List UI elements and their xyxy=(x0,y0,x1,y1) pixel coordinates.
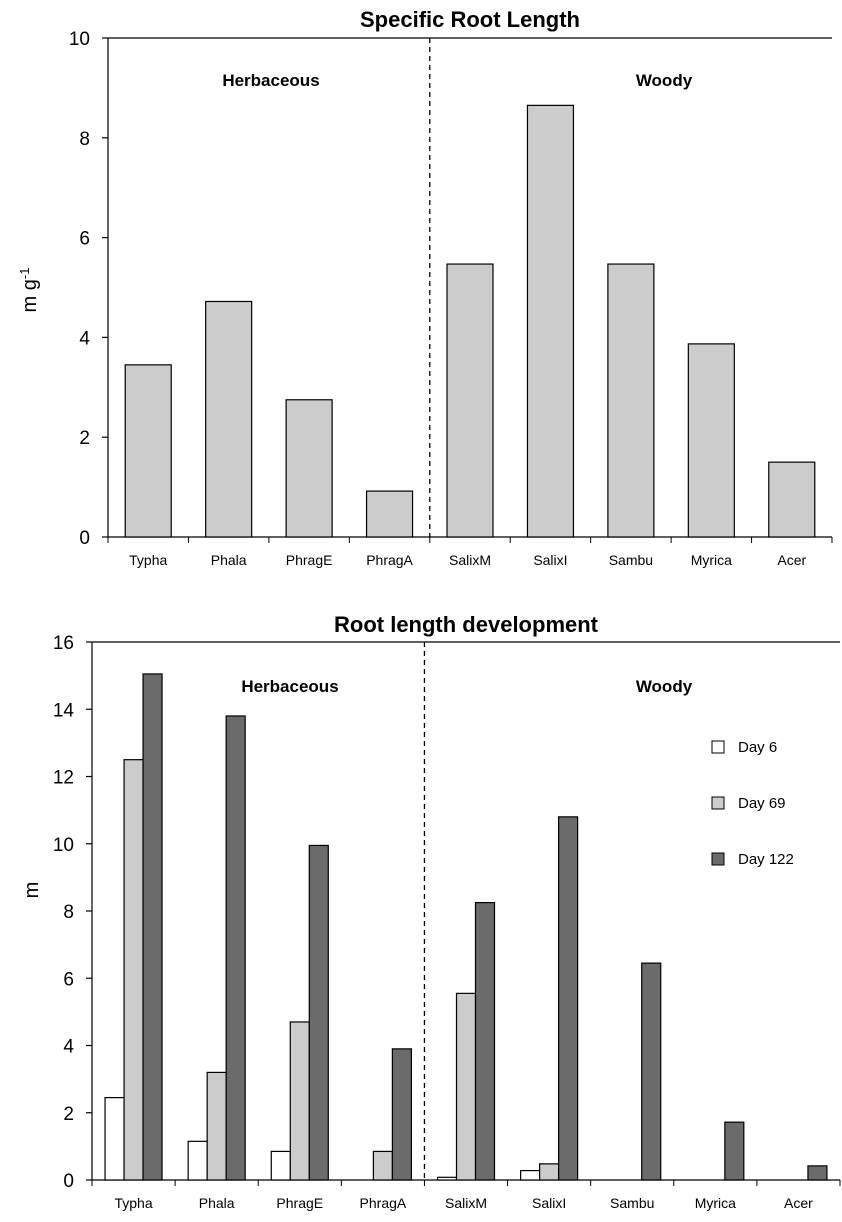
x-category-label: Sambu xyxy=(610,1195,654,1211)
bar xyxy=(206,1071,227,1181)
bar xyxy=(474,901,496,1181)
bar xyxy=(285,399,333,538)
bar xyxy=(391,1048,412,1181)
x-category-label: SalixI xyxy=(533,552,567,568)
y-tick-label: 12 xyxy=(53,768,74,789)
bar xyxy=(539,1163,560,1181)
bar xyxy=(520,1169,541,1181)
bar xyxy=(724,1121,745,1181)
x-category-label: PhragA xyxy=(366,552,413,568)
group-label: Herbaceous xyxy=(241,677,338,696)
group-label: Woody xyxy=(636,677,693,696)
bar xyxy=(187,1140,208,1181)
x-category-label: SalixM xyxy=(445,1195,487,1211)
x-category-label: Typha xyxy=(129,552,167,568)
legend-swatch xyxy=(711,740,725,754)
bar xyxy=(641,962,662,1181)
bar xyxy=(607,263,655,538)
x-category-label: PhragA xyxy=(360,1195,407,1211)
bar xyxy=(526,104,575,538)
y-tick-label: 0 xyxy=(79,528,90,549)
bar xyxy=(455,992,477,1181)
x-category-label: Acer xyxy=(784,1195,813,1211)
y-tick-label: 2 xyxy=(63,1104,74,1125)
y-tick-label: 16 xyxy=(53,633,74,654)
x-category-label: Phala xyxy=(199,1195,235,1211)
y-tick-label: 4 xyxy=(79,328,90,349)
x-category-label: Myrica xyxy=(691,552,732,568)
bar xyxy=(124,364,172,538)
x-category-label: PhragE xyxy=(276,1195,323,1211)
bar xyxy=(104,1097,125,1181)
y-axis-label: m g-1 xyxy=(17,268,42,313)
group-label: Woody xyxy=(636,71,693,90)
bar xyxy=(807,1165,828,1181)
y-tick-label: 14 xyxy=(53,700,75,721)
y-axis-label-superscript: -1 xyxy=(17,268,32,280)
legend-entry: Day 6 xyxy=(738,739,777,756)
x-category-label: Acer xyxy=(777,552,806,568)
x-category-label: PhragE xyxy=(286,552,333,568)
bar xyxy=(225,715,246,1181)
bar xyxy=(289,1021,310,1181)
bar xyxy=(142,673,163,1181)
chart-title: Specific Root Length xyxy=(360,7,580,32)
y-tick-label: 6 xyxy=(63,969,74,990)
x-category-label: Sambu xyxy=(609,552,653,568)
y-tick-label: 10 xyxy=(53,835,74,856)
bar xyxy=(372,1150,393,1181)
bar xyxy=(768,461,816,538)
bar xyxy=(558,816,579,1181)
legend-entry: Day 69 xyxy=(738,795,786,812)
bar xyxy=(123,759,144,1181)
chart-title: Root length development xyxy=(334,612,599,637)
bar xyxy=(446,263,494,538)
y-tick-label: 0 xyxy=(63,1171,74,1192)
y-tick-label: 6 xyxy=(79,229,90,250)
x-category-label: Phala xyxy=(211,552,247,568)
group-label: Herbaceous xyxy=(222,71,319,90)
y-axis-label: m xyxy=(21,882,43,899)
bar xyxy=(308,844,329,1181)
bar xyxy=(687,343,735,538)
x-category-label: SalixM xyxy=(449,552,491,568)
bar xyxy=(270,1150,291,1181)
y-tick-label: 10 xyxy=(69,29,90,50)
y-tick-label: 2 xyxy=(79,428,90,449)
bar xyxy=(205,300,253,538)
y-tick-label: 4 xyxy=(63,1037,74,1058)
x-category-label: Myrica xyxy=(695,1195,736,1211)
legend-swatch xyxy=(711,796,725,810)
legend-entry: Day 122 xyxy=(738,851,794,868)
x-category-label: SalixI xyxy=(532,1195,566,1211)
legend-swatch xyxy=(711,852,725,866)
y-tick-label: 8 xyxy=(79,129,90,150)
bar xyxy=(436,1176,458,1181)
y-tick-label: 8 xyxy=(63,902,74,923)
x-category-label: Typha xyxy=(114,1195,152,1211)
bar xyxy=(365,490,414,538)
